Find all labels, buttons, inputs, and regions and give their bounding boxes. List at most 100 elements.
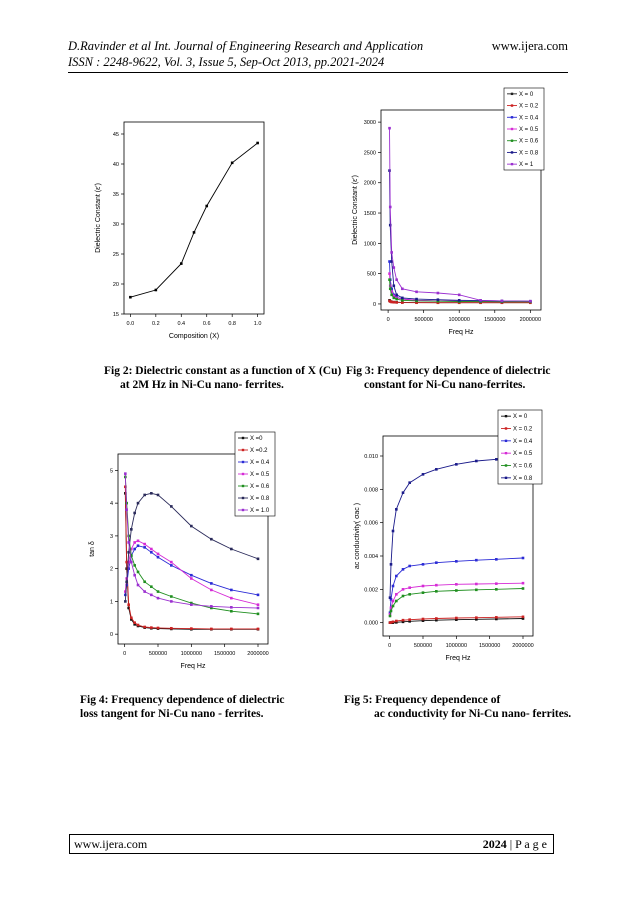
series-line (124, 545, 259, 596)
data-point (210, 582, 213, 585)
data-point (133, 511, 136, 515)
data-point (408, 618, 411, 621)
fig4-caption-line: loss tangent for Ni-Cu nano - ferrites. (80, 708, 264, 720)
y-tick-label: 4 (110, 501, 113, 507)
data-point (435, 561, 438, 564)
data-point (401, 296, 404, 300)
y-axis-label: Dielectric Constant (ε′) (352, 175, 359, 245)
data-point (124, 590, 127, 593)
x-axis-label: Freq Hz (446, 655, 471, 662)
data-point (127, 541, 130, 544)
legend-marker (241, 472, 245, 476)
data-point (408, 620, 411, 623)
data-point (521, 617, 525, 620)
legend-marker (510, 127, 514, 131)
y-tick-label: 0.002 (364, 587, 378, 593)
data-point (205, 204, 209, 208)
y-tick-label: 0 (110, 632, 113, 638)
data-point (421, 563, 425, 566)
data-point (408, 481, 411, 484)
data-point (256, 603, 260, 606)
y-tick-label: 45 (113, 132, 119, 138)
legend-marker (510, 116, 514, 119)
data-point (143, 580, 146, 584)
data-point (150, 550, 153, 554)
y-tick-label: 15 (113, 312, 119, 318)
x-tick-label: 1500000 (214, 651, 235, 657)
data-point (435, 618, 438, 622)
page-number: 2024 (482, 837, 507, 851)
data-point (436, 291, 440, 295)
data-point (395, 301, 398, 304)
data-point (388, 205, 392, 209)
fig2-caption-line: at 2M Hz in Ni-Cu nano- ferrites. (120, 379, 284, 391)
data-point (133, 541, 136, 544)
data-point (136, 570, 140, 574)
data-point (388, 260, 391, 263)
data-point (389, 606, 393, 609)
series-line (130, 142, 258, 298)
y-tick-label: 35 (113, 192, 119, 198)
fig4-chart: 0 500000 1000000 1500000 2000000 0 1 2 3 4 5 Freq H… (89, 431, 276, 670)
data-point (179, 262, 183, 265)
legend-label: X = 0 (513, 414, 528, 420)
data-point (395, 599, 398, 603)
data-point (455, 618, 458, 621)
data-point (256, 627, 260, 631)
fig5-caption-line: ac conductivity for Ni-Cu nano- ferrites… (374, 708, 572, 720)
y-tick-label: 1 (110, 599, 113, 605)
data-point (395, 297, 398, 301)
y-axis-label: tan δ (89, 541, 96, 557)
data-point (256, 593, 260, 597)
data-point (408, 586, 411, 589)
fig3-caption-line: Fig 3: Frequency dependence of dielectri… (346, 365, 551, 377)
series-line (389, 455, 524, 598)
data-point (388, 223, 392, 227)
data-point (170, 560, 173, 564)
data-point (395, 619, 398, 623)
data-point (395, 621, 398, 624)
page-label: | P a g e (509, 837, 547, 851)
data-point (190, 573, 193, 577)
fig3-caption-line: constant for Ni-Cu nano-ferrites. (364, 379, 526, 391)
data-point (529, 299, 532, 303)
data-point (421, 619, 425, 622)
data-point (124, 472, 127, 475)
legend-label: X =0.2 (250, 448, 268, 454)
data-point (133, 564, 136, 567)
data-point (395, 508, 398, 511)
legend-label: X = 0.4 (250, 460, 270, 466)
x-tick-label: 0.0 (127, 321, 135, 327)
data-point (395, 574, 398, 578)
data-point (395, 593, 398, 596)
data-point (455, 589, 458, 592)
data-point (133, 621, 136, 625)
data-point (388, 614, 392, 618)
data-point (170, 564, 173, 567)
data-point (401, 491, 405, 494)
plot-frame (382, 435, 534, 637)
data-point (395, 293, 398, 297)
x-axis-label: Freq Hz (449, 329, 474, 336)
data-point (210, 627, 213, 631)
y-tick-label: 0.006 (364, 521, 378, 527)
data-point (210, 605, 213, 608)
data-point (391, 604, 395, 608)
data-point (408, 564, 411, 568)
data-point (192, 231, 196, 234)
legend-marker (510, 162, 514, 166)
data-point (421, 473, 425, 476)
fig5-chart: 0 500000 1000000 1500000 2000000 0.000 0.002 0.… (354, 409, 543, 662)
y-tick-label: 40 (113, 162, 119, 168)
y-tick-label: 1000 (364, 241, 376, 247)
data-point (256, 606, 260, 610)
fig2-chart: 0.0 0.2 0.4 0.6 0.8 1.0 15 20 25 30 35 40 45 Composit… (95, 121, 265, 340)
legend-marker (510, 139, 514, 142)
legend-marker (510, 92, 514, 96)
data-point (401, 588, 405, 591)
legend-label: X = 1.0 (250, 508, 270, 514)
data-point (129, 295, 132, 299)
data-point (156, 590, 160, 593)
data-point (388, 278, 391, 281)
data-point (475, 618, 478, 621)
